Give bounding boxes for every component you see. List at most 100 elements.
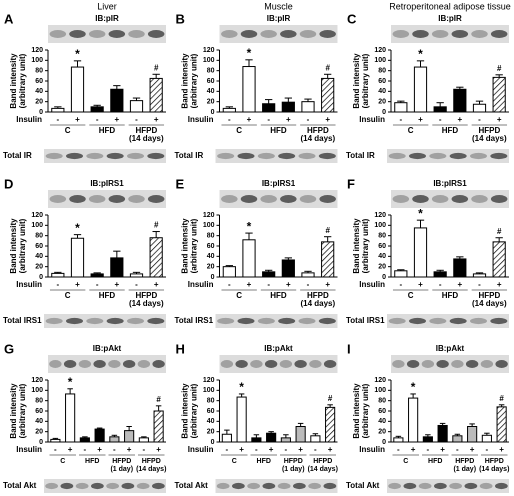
y-tick-label: 20 bbox=[378, 264, 386, 271]
blot-band bbox=[465, 360, 479, 368]
panel-title: Liver bbox=[97, 1, 117, 11]
y-tick-label: 100 bbox=[374, 222, 386, 229]
blot-band bbox=[106, 317, 124, 325]
group-label: (1 day) bbox=[110, 466, 133, 473]
insulin-sign: - bbox=[285, 445, 288, 454]
blot-band bbox=[240, 30, 258, 38]
group-label: (1 day) bbox=[282, 466, 305, 473]
blot-label: IB:pIRS1 bbox=[90, 179, 124, 188]
annotation: * bbox=[75, 47, 80, 61]
insulin-sign: - bbox=[486, 445, 489, 454]
blot-label: IB:pIR bbox=[95, 14, 119, 23]
group-label: (14 days) bbox=[308, 466, 338, 473]
y-tick-label: 120 bbox=[31, 212, 43, 219]
insulin-sign: - bbox=[397, 445, 400, 454]
blot-band bbox=[106, 152, 124, 160]
bar bbox=[94, 428, 105, 443]
group-label: (1 day) bbox=[453, 466, 476, 473]
blot-band bbox=[309, 360, 322, 368]
bar bbox=[149, 77, 163, 113]
blot-band bbox=[490, 195, 508, 203]
blot-band bbox=[431, 195, 449, 203]
y-axis-label: Band intensity bbox=[352, 218, 361, 274]
bar bbox=[492, 241, 506, 278]
insulin-sign: + bbox=[114, 280, 119, 289]
blot-band bbox=[469, 152, 488, 160]
group-label: (14 days) bbox=[472, 134, 507, 143]
insulin-sign: + bbox=[247, 115, 252, 124]
insulin-sign: + bbox=[156, 445, 161, 454]
blot-band bbox=[412, 195, 429, 203]
y-axis-label: Band intensity bbox=[352, 53, 361, 109]
blot-band bbox=[299, 195, 317, 203]
group-label: (14 days) bbox=[129, 299, 164, 308]
group-label: (14 days) bbox=[300, 134, 335, 143]
blot-band bbox=[392, 30, 410, 38]
group-label: (14 days) bbox=[129, 134, 164, 143]
y-axis-label: (arbitrary unit) bbox=[190, 383, 199, 438]
bar bbox=[149, 237, 163, 278]
blot-band bbox=[220, 360, 234, 368]
group-label: HFPD bbox=[135, 126, 157, 135]
blot-band bbox=[121, 482, 135, 490]
annotation: * bbox=[247, 46, 252, 60]
bar bbox=[433, 106, 447, 113]
blot-band bbox=[69, 30, 86, 38]
insulin-sign: + bbox=[457, 115, 462, 124]
y-tick-label: 80 bbox=[207, 233, 215, 240]
blot-band bbox=[257, 317, 275, 325]
y-axis-label: (arbitrary unit) bbox=[18, 218, 27, 273]
group-label: (14 days) bbox=[300, 299, 335, 308]
insulin-sign: - bbox=[135, 115, 138, 124]
blot-band bbox=[45, 317, 63, 325]
blot bbox=[44, 479, 166, 493]
blot-label: IB:pAkt bbox=[93, 344, 122, 353]
y-tick-label: 120 bbox=[374, 212, 386, 219]
y-tick-label: 0 bbox=[211, 439, 215, 446]
y-tick-label: 120 bbox=[31, 47, 43, 54]
panel-letter: D bbox=[4, 176, 13, 191]
panel-title: Retroperitoneal adipose tissue bbox=[389, 1, 511, 11]
insulin-sign: + bbox=[497, 280, 502, 289]
group-label: C bbox=[232, 458, 237, 465]
blot-band bbox=[108, 30, 126, 38]
blot bbox=[44, 149, 166, 163]
blot-band bbox=[264, 360, 278, 368]
blot-label: IB:pIRS1 bbox=[433, 179, 467, 188]
bar bbox=[236, 396, 247, 443]
blot-band bbox=[45, 152, 63, 160]
y-tick-label: 100 bbox=[374, 387, 386, 394]
insulin-sign: + bbox=[418, 115, 423, 124]
panel-letter: B bbox=[176, 11, 185, 26]
blot-band bbox=[128, 195, 145, 203]
bar bbox=[251, 437, 262, 443]
bar bbox=[301, 101, 315, 113]
group-label: HFPD bbox=[284, 458, 303, 465]
insulin-sign: + bbox=[154, 280, 159, 289]
blot-band bbox=[86, 152, 104, 160]
insulin-sign: + bbox=[457, 280, 462, 289]
bar bbox=[492, 76, 506, 113]
y-tick-label: 40 bbox=[378, 88, 386, 95]
blot-band bbox=[126, 152, 145, 160]
blot-band bbox=[277, 482, 291, 490]
group-label: C bbox=[408, 291, 414, 300]
annotation: # bbox=[154, 63, 159, 72]
blot-band bbox=[479, 482, 493, 490]
bar bbox=[50, 438, 61, 443]
blot-band bbox=[449, 482, 463, 490]
blot-band bbox=[250, 360, 263, 368]
annotation: # bbox=[497, 64, 502, 73]
bar bbox=[408, 397, 419, 443]
bar bbox=[222, 107, 236, 113]
y-tick-label: 40 bbox=[207, 88, 215, 95]
bar bbox=[90, 106, 104, 113]
blot-band bbox=[63, 360, 77, 368]
blot-band bbox=[257, 152, 275, 160]
bar bbox=[51, 272, 65, 278]
bar bbox=[262, 103, 276, 113]
y-axis-label: (arbitrary unit) bbox=[190, 218, 199, 273]
blot-band bbox=[49, 360, 62, 368]
blot-band bbox=[221, 195, 238, 203]
panel-letter: F bbox=[347, 176, 355, 191]
